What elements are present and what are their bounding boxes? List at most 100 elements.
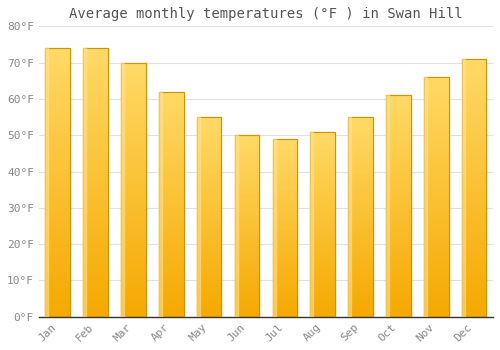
- Bar: [84, 297, 108, 300]
- Bar: [46, 89, 70, 92]
- Bar: [424, 311, 448, 314]
- Bar: [348, 140, 373, 142]
- Bar: [348, 234, 373, 237]
- Bar: [272, 188, 297, 190]
- Bar: [424, 293, 448, 296]
- Bar: [46, 58, 70, 62]
- Bar: [121, 215, 146, 218]
- Bar: [46, 55, 70, 58]
- Bar: [424, 98, 448, 101]
- Bar: [234, 235, 260, 237]
- Bar: [197, 237, 222, 239]
- Bar: [159, 190, 184, 193]
- Bar: [310, 134, 335, 136]
- Bar: [84, 287, 108, 290]
- Bar: [197, 287, 222, 289]
- Bar: [310, 245, 335, 247]
- Bar: [121, 98, 146, 101]
- Bar: [197, 267, 222, 270]
- Bar: [462, 104, 486, 107]
- Bar: [424, 227, 448, 230]
- Bar: [310, 194, 335, 196]
- Bar: [386, 239, 410, 242]
- Bar: [84, 51, 108, 55]
- Bar: [310, 278, 335, 280]
- Bar: [46, 142, 70, 146]
- Bar: [84, 223, 108, 226]
- Bar: [121, 199, 146, 202]
- Bar: [462, 98, 486, 101]
- Bar: [234, 199, 260, 201]
- Bar: [462, 91, 486, 95]
- Bar: [272, 292, 297, 295]
- Bar: [462, 252, 486, 256]
- Bar: [121, 145, 146, 148]
- Bar: [424, 164, 448, 167]
- Bar: [234, 258, 260, 260]
- Bar: [310, 183, 335, 185]
- Bar: [234, 274, 260, 276]
- Bar: [424, 233, 448, 236]
- Bar: [197, 250, 222, 252]
- Bar: [424, 263, 448, 266]
- Bar: [197, 312, 222, 314]
- Bar: [197, 279, 222, 282]
- Bar: [272, 168, 297, 170]
- Bar: [46, 199, 70, 203]
- Bar: [197, 125, 222, 127]
- Bar: [424, 95, 448, 98]
- Bar: [197, 289, 222, 292]
- Bar: [121, 225, 146, 228]
- Bar: [121, 148, 146, 152]
- Bar: [159, 227, 184, 230]
- Bar: [46, 213, 70, 216]
- Bar: [234, 292, 260, 294]
- Bar: [310, 187, 335, 189]
- Bar: [348, 277, 373, 279]
- Bar: [462, 62, 486, 65]
- Bar: [272, 234, 297, 237]
- Bar: [272, 146, 297, 148]
- Bar: [197, 130, 222, 132]
- Bar: [159, 97, 184, 100]
- Bar: [462, 149, 486, 153]
- Bar: [348, 207, 373, 209]
- Bar: [197, 247, 222, 250]
- Bar: [46, 263, 70, 266]
- Bar: [386, 225, 410, 228]
- Bar: [197, 137, 222, 140]
- Bar: [310, 159, 335, 162]
- Bar: [197, 219, 222, 222]
- Bar: [46, 72, 70, 75]
- Bar: [348, 160, 373, 162]
- Bar: [234, 246, 260, 249]
- Bar: [46, 236, 70, 239]
- Bar: [348, 180, 373, 182]
- Bar: [159, 269, 184, 272]
- Bar: [121, 285, 146, 288]
- Bar: [386, 223, 410, 225]
- Bar: [234, 135, 260, 317]
- Bar: [348, 182, 373, 184]
- Bar: [121, 183, 146, 187]
- Bar: [234, 289, 260, 292]
- Bar: [197, 147, 222, 149]
- Bar: [272, 281, 297, 284]
- Bar: [310, 250, 335, 252]
- Bar: [121, 301, 146, 304]
- Bar: [46, 239, 70, 243]
- Bar: [197, 257, 222, 259]
- Bar: [197, 209, 222, 212]
- Bar: [386, 311, 410, 314]
- Bar: [462, 262, 486, 265]
- Bar: [272, 139, 297, 141]
- Bar: [84, 108, 108, 112]
- Bar: [310, 254, 335, 257]
- Bar: [159, 114, 184, 117]
- Bar: [46, 98, 70, 102]
- Bar: [272, 295, 297, 297]
- Bar: [348, 232, 373, 234]
- Bar: [348, 254, 373, 257]
- Bar: [234, 276, 260, 278]
- Bar: [121, 187, 146, 190]
